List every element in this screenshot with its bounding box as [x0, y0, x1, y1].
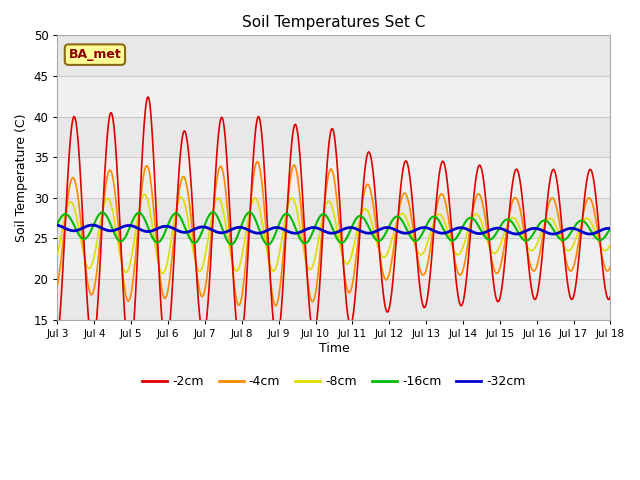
Bar: [58, 157, 611, 198]
X-axis label: Time: Time: [319, 342, 349, 355]
Text: BA_met: BA_met: [68, 48, 121, 61]
Bar: [58, 198, 611, 239]
Bar: [58, 279, 611, 320]
Bar: [58, 117, 611, 157]
Bar: [58, 36, 611, 76]
Legend: -2cm, -4cm, -8cm, -16cm, -32cm: -2cm, -4cm, -8cm, -16cm, -32cm: [137, 370, 531, 393]
Title: Soil Temperatures Set C: Soil Temperatures Set C: [243, 15, 426, 30]
Y-axis label: Soil Temperature (C): Soil Temperature (C): [15, 113, 28, 242]
Bar: [58, 239, 611, 279]
Bar: [58, 76, 611, 117]
